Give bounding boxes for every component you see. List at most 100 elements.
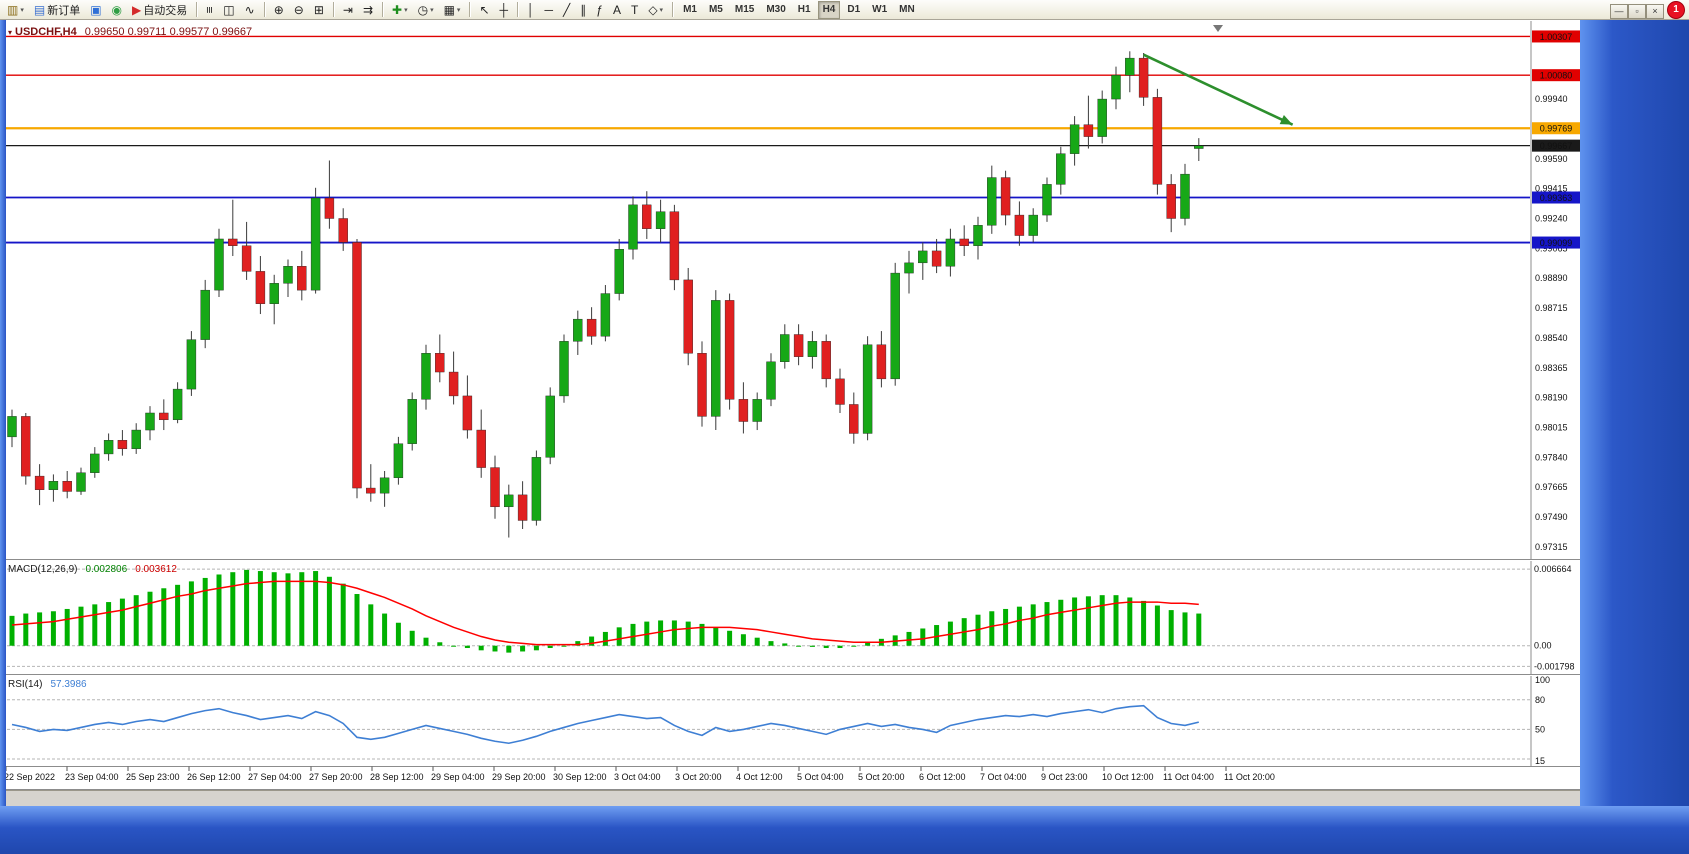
horizontal-line-button[interactable]: ─ [541,1,558,19]
templates-icon: ▦ [443,2,455,17]
indicators-icon: ✚ [392,2,403,17]
crosshair-button[interactable]: ┼ [496,1,513,19]
svg-text:0.97490: 0.97490 [1535,512,1568,522]
horizontal-lines[interactable] [2,35,1530,244]
svg-text:-0.001798: -0.001798 [1534,661,1575,671]
tf-mn-button[interactable]: MN [894,1,920,19]
rsi-panel [2,699,1530,760]
tf-h1-button[interactable]: H1 [793,1,816,19]
horizontal-line-icon: ─ [544,2,554,17]
svg-text:0.99099: 0.99099 [1540,238,1573,248]
line-chart-icon: ∿ [244,2,255,17]
new-chart-icon: ▥ [7,2,19,17]
close-button[interactable]: × [1646,4,1664,19]
chart-symbol: USDCHF,H4 [15,26,77,38]
line-chart-button[interactable]: ∿ [241,1,259,19]
notification-badge[interactable]: 1 [1667,1,1685,19]
tf-h4-button[interactable]: H4 [817,0,841,19]
tf-d1-button[interactable]: D1 [842,1,865,19]
new-chart-button[interactable]: ▥ ▾ [3,1,28,19]
indicators-button[interactable]: ✚ ▾ [388,1,412,19]
panel-resize-handle-macd-rsi[interactable] [0,672,1580,678]
window-buttons: — ▫ × [1610,1,1664,19]
minimize-button[interactable]: — [1610,4,1628,19]
svg-text:11 Oct 20:00: 11 Oct 20:00 [1224,772,1275,782]
shapes-button[interactable]: ◇ ▾ [644,1,667,19]
fibonacci-button[interactable]: ƒ [592,1,607,19]
zoom-out-icon: ⊖ [293,2,304,17]
toolbar-separator [382,2,383,17]
metaquotes-chat-button[interactable]: ◉ [108,1,126,19]
panel-resize-handle-main-macd[interactable] [0,557,1580,563]
rsi-label: RSI(14) 57.3986 [8,679,87,690]
chart-shift-icon: ⇉ [362,2,373,17]
zoom-out-button[interactable]: ⊖ [290,1,308,19]
svg-text:0.97840: 0.97840 [1535,452,1568,462]
cursor-button[interactable]: ↖ [475,1,493,19]
tile-windows-button[interactable]: ⊞ [310,1,328,19]
candlesticks [7,51,1204,538]
svg-text:0.00: 0.00 [1534,641,1552,651]
periods-icon: ◷ [417,2,429,17]
trendline-button[interactable]: ╱ [559,1,574,19]
svg-text:80: 80 [1535,695,1545,705]
auto-trading-icon: ▶ [132,2,142,17]
toolbar-items: ▥ ▾ ▤ 新订单 ▣ ◉ ▶ 自动交易 ≡ ◫ ∿ ⊕ ⊖ ⊞ ⇥ ⇉ ✚ ▾ ◷ ▾ ▦ ▾ ↖ ┼ │ ─ ╱ ∥ ƒ A T ◇ ▾ M1… [2,0,921,19]
bars-chart-button[interactable]: ≡ [202,1,217,19]
chevron-down-icon: ▾ [404,6,408,14]
tf-m5-button[interactable]: M5 [704,1,728,19]
text-button[interactable]: A [609,1,625,19]
macd-main-value: 0.002806 [85,564,128,575]
rsi-name: RSI(14) [8,679,43,690]
price-axis[interactable]: 0.999400.995900.994150.992400.990650.988… [1532,30,1580,766]
candles-chart-button[interactable]: ◫ [219,1,238,19]
auto-trading-button[interactable]: ▶ 自动交易 [128,1,191,19]
svg-text:0.99667: 0.99667 [1540,141,1573,151]
crosshair-icon: ┼ [499,2,509,17]
svg-text:11 Oct 04:00: 11 Oct 04:00 [1163,772,1214,782]
chevron-down-icon: ▾ [20,6,24,14]
label-button[interactable]: T [627,1,642,19]
chart-shift-button[interactable]: ⇉ [359,1,377,19]
tf-w1-button[interactable]: W1 [867,1,892,19]
svg-text:1.00080: 1.00080 [1540,71,1573,81]
svg-text:27 Sep 04:00: 27 Sep 04:00 [248,772,302,782]
svg-text:15: 15 [1535,756,1545,766]
toolbar-separator [517,2,519,17]
auto-scroll-button[interactable]: ⇥ [339,1,357,19]
tf-m15-button[interactable]: M15 [730,1,759,19]
svg-text:7 Oct 04:00: 7 Oct 04:00 [980,772,1027,782]
macd-label: MACD(12,26,9) 0.002806 0.003612 [8,564,177,575]
svg-text:0.99769: 0.99769 [1540,124,1573,134]
svg-text:0.006664: 0.006664 [1534,564,1572,574]
time-axis[interactable]: 22 Sep 2022 23 Sep 04:00 25 Sep 23:00 26 Se… [4,766,1275,783]
vertical-line-button[interactable]: │ [523,1,539,19]
channel-button[interactable]: ∥ [576,1,590,19]
svg-text:1.00307: 1.00307 [1540,32,1573,42]
new-order-button[interactable]: ▤ 新订单 [30,1,84,19]
window-frame-bottom [0,806,1689,854]
zoom-in-button[interactable]: ⊕ [270,1,288,19]
restore-button[interactable]: ▫ [1628,4,1646,19]
macd-panel [2,568,1530,667]
bars-chart-icon: ≡ [202,5,217,14]
svg-text:26 Sep 12:00: 26 Sep 12:00 [187,772,241,782]
terminal-icon: ▣ [90,2,102,17]
macd-signal-value: 0.003612 [135,564,177,575]
periods-button[interactable]: ◷ ▾ [414,1,438,19]
chart-ohlc-values: 0.99650 0.99711 0.99577 0.99667 [84,26,253,38]
svg-text:0.98540: 0.98540 [1535,333,1568,343]
window-frame-right [1580,20,1689,854]
svg-text:0.98190: 0.98190 [1535,393,1568,403]
tf-m30-button[interactable]: M30 [761,1,790,19]
tf-m1-button[interactable]: M1 [678,1,702,19]
trend-arrow[interactable] [1143,53,1294,126]
chevron-down-icon: ▾ [456,6,461,14]
svg-text:6 Oct 12:00: 6 Oct 12:00 [919,772,966,782]
svg-text:25 Sep 23:00: 25 Sep 23:00 [126,772,180,782]
templates-button[interactable]: ▦ ▾ [440,1,465,19]
terminal-button[interactable]: ▣ [86,1,105,19]
svg-text:10 Oct 12:00: 10 Oct 12:00 [1102,772,1154,782]
tile-windows-icon: ⊞ [313,2,324,17]
